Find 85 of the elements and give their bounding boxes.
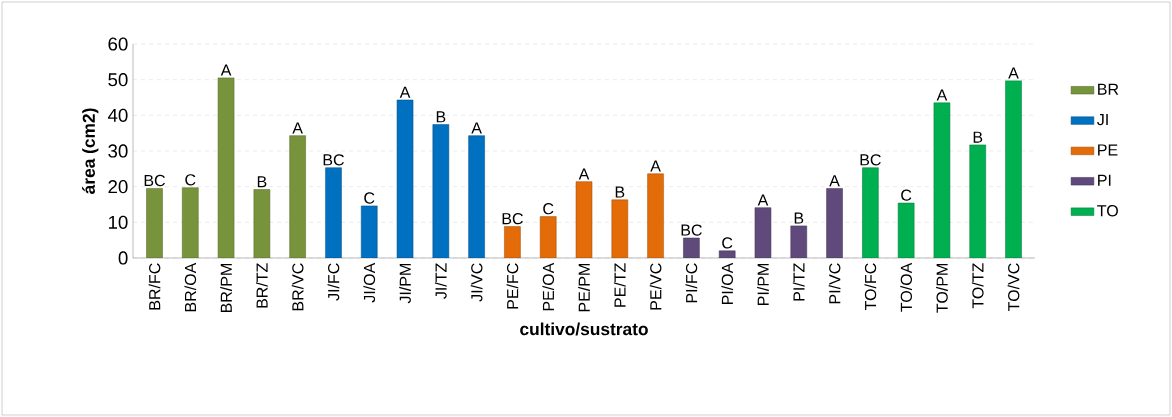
x-tick-label: PE/TZ — [613, 263, 626, 307]
annotation: C — [901, 189, 912, 201]
x-tick-label: JI/FC — [327, 263, 340, 301]
annotation: A — [650, 160, 661, 172]
x-tick-label: PE/PM — [578, 264, 590, 312]
annotation: BC — [502, 213, 523, 225]
bar — [611, 199, 629, 258]
x-tick-label: PI/OA — [721, 262, 734, 305]
x-tick-label: BR/OA — [184, 262, 197, 312]
bar — [862, 167, 879, 258]
y-tick-label: 60 — [108, 37, 128, 51]
x-tick-label: TO/OA — [900, 262, 913, 312]
bar — [754, 207, 772, 258]
x-tick-label: PI/FC — [685, 263, 698, 303]
bar — [468, 135, 485, 258]
x-tick-label: PE/FC — [506, 263, 519, 309]
annotation: B — [615, 186, 625, 198]
x-tick-label: PI/PM — [757, 264, 769, 305]
annotation: BC — [681, 224, 702, 236]
y-tick-label: 30 — [108, 144, 128, 158]
annotation: BC — [323, 154, 344, 166]
x-tick-label: BR/PM — [220, 264, 232, 313]
x-tick-label: PE/OA — [542, 262, 555, 311]
bar — [647, 173, 664, 258]
bar — [826, 188, 843, 258]
annotation: A — [292, 122, 303, 134]
annotation: A — [757, 194, 769, 206]
x-tick-label: PI/VC — [828, 263, 841, 304]
y-tick-label: 0 — [118, 251, 128, 265]
annotation: A — [471, 122, 482, 134]
x-tick-label: JI/VC — [470, 263, 483, 302]
annotation: B — [436, 111, 446, 123]
x-tick-label: JI/TZ — [434, 263, 447, 299]
annotation: BC — [144, 174, 165, 187]
x-axis-title: cultivo/sustrato — [520, 322, 648, 336]
bar — [146, 188, 163, 258]
bar — [933, 102, 951, 258]
y-tick-label: 50 — [108, 73, 128, 87]
bar — [360, 205, 378, 258]
legend-label: PI — [1098, 174, 1111, 186]
bar — [539, 216, 557, 258]
x-tick-label: PE/VC — [649, 263, 662, 310]
annotation: A — [578, 168, 590, 180]
bar — [718, 250, 736, 258]
annotation: B — [794, 212, 804, 224]
annotation: A — [1008, 67, 1019, 79]
bar — [325, 167, 342, 258]
annotation: C — [722, 237, 733, 249]
annotation: C — [364, 192, 375, 204]
annotation: A — [936, 89, 948, 101]
y-axis-title: área (cm2) — [82, 108, 99, 194]
bar — [897, 202, 915, 258]
bar — [182, 187, 199, 258]
annotation: C — [185, 174, 196, 186]
annotation: C — [543, 203, 554, 215]
legend-label: BR — [1098, 83, 1119, 95]
x-tick-label: JI/PM — [399, 264, 411, 304]
x-tick-label: PI/TZ — [792, 263, 805, 301]
y-tick-label: 40 — [107, 108, 128, 122]
annotation: B — [257, 176, 267, 188]
bar — [1005, 80, 1022, 258]
y-tick-label: 20 — [108, 180, 128, 194]
x-tick-label: TO/PM — [936, 264, 948, 313]
legend-label: TO — [1097, 205, 1118, 217]
bar — [790, 225, 808, 258]
bar — [504, 226, 521, 258]
x-tick-label: TO/VC — [1007, 263, 1020, 311]
x-tick-label: BR/TZ — [256, 263, 268, 308]
legend-label: PE — [1098, 144, 1118, 156]
bar — [683, 237, 700, 258]
x-tick-label: JI/OA — [363, 262, 376, 303]
bar — [289, 135, 306, 258]
x-tick-label: BR/VC — [291, 263, 304, 311]
annotation: B — [973, 131, 983, 143]
annotation: BC — [860, 154, 881, 166]
annotation: A — [829, 175, 840, 187]
annotation: A — [399, 86, 411, 98]
legend-label: JI — [1097, 114, 1108, 126]
x-tick-label: TO/TZ — [971, 263, 984, 309]
x-tick-label: BR/FC — [148, 263, 161, 310]
x-tick-label: TO/FC — [864, 263, 877, 311]
annotation: A — [220, 64, 232, 76]
y-tick-label: 10 — [108, 215, 128, 229]
bar — [969, 144, 986, 258]
bar — [432, 124, 450, 258]
